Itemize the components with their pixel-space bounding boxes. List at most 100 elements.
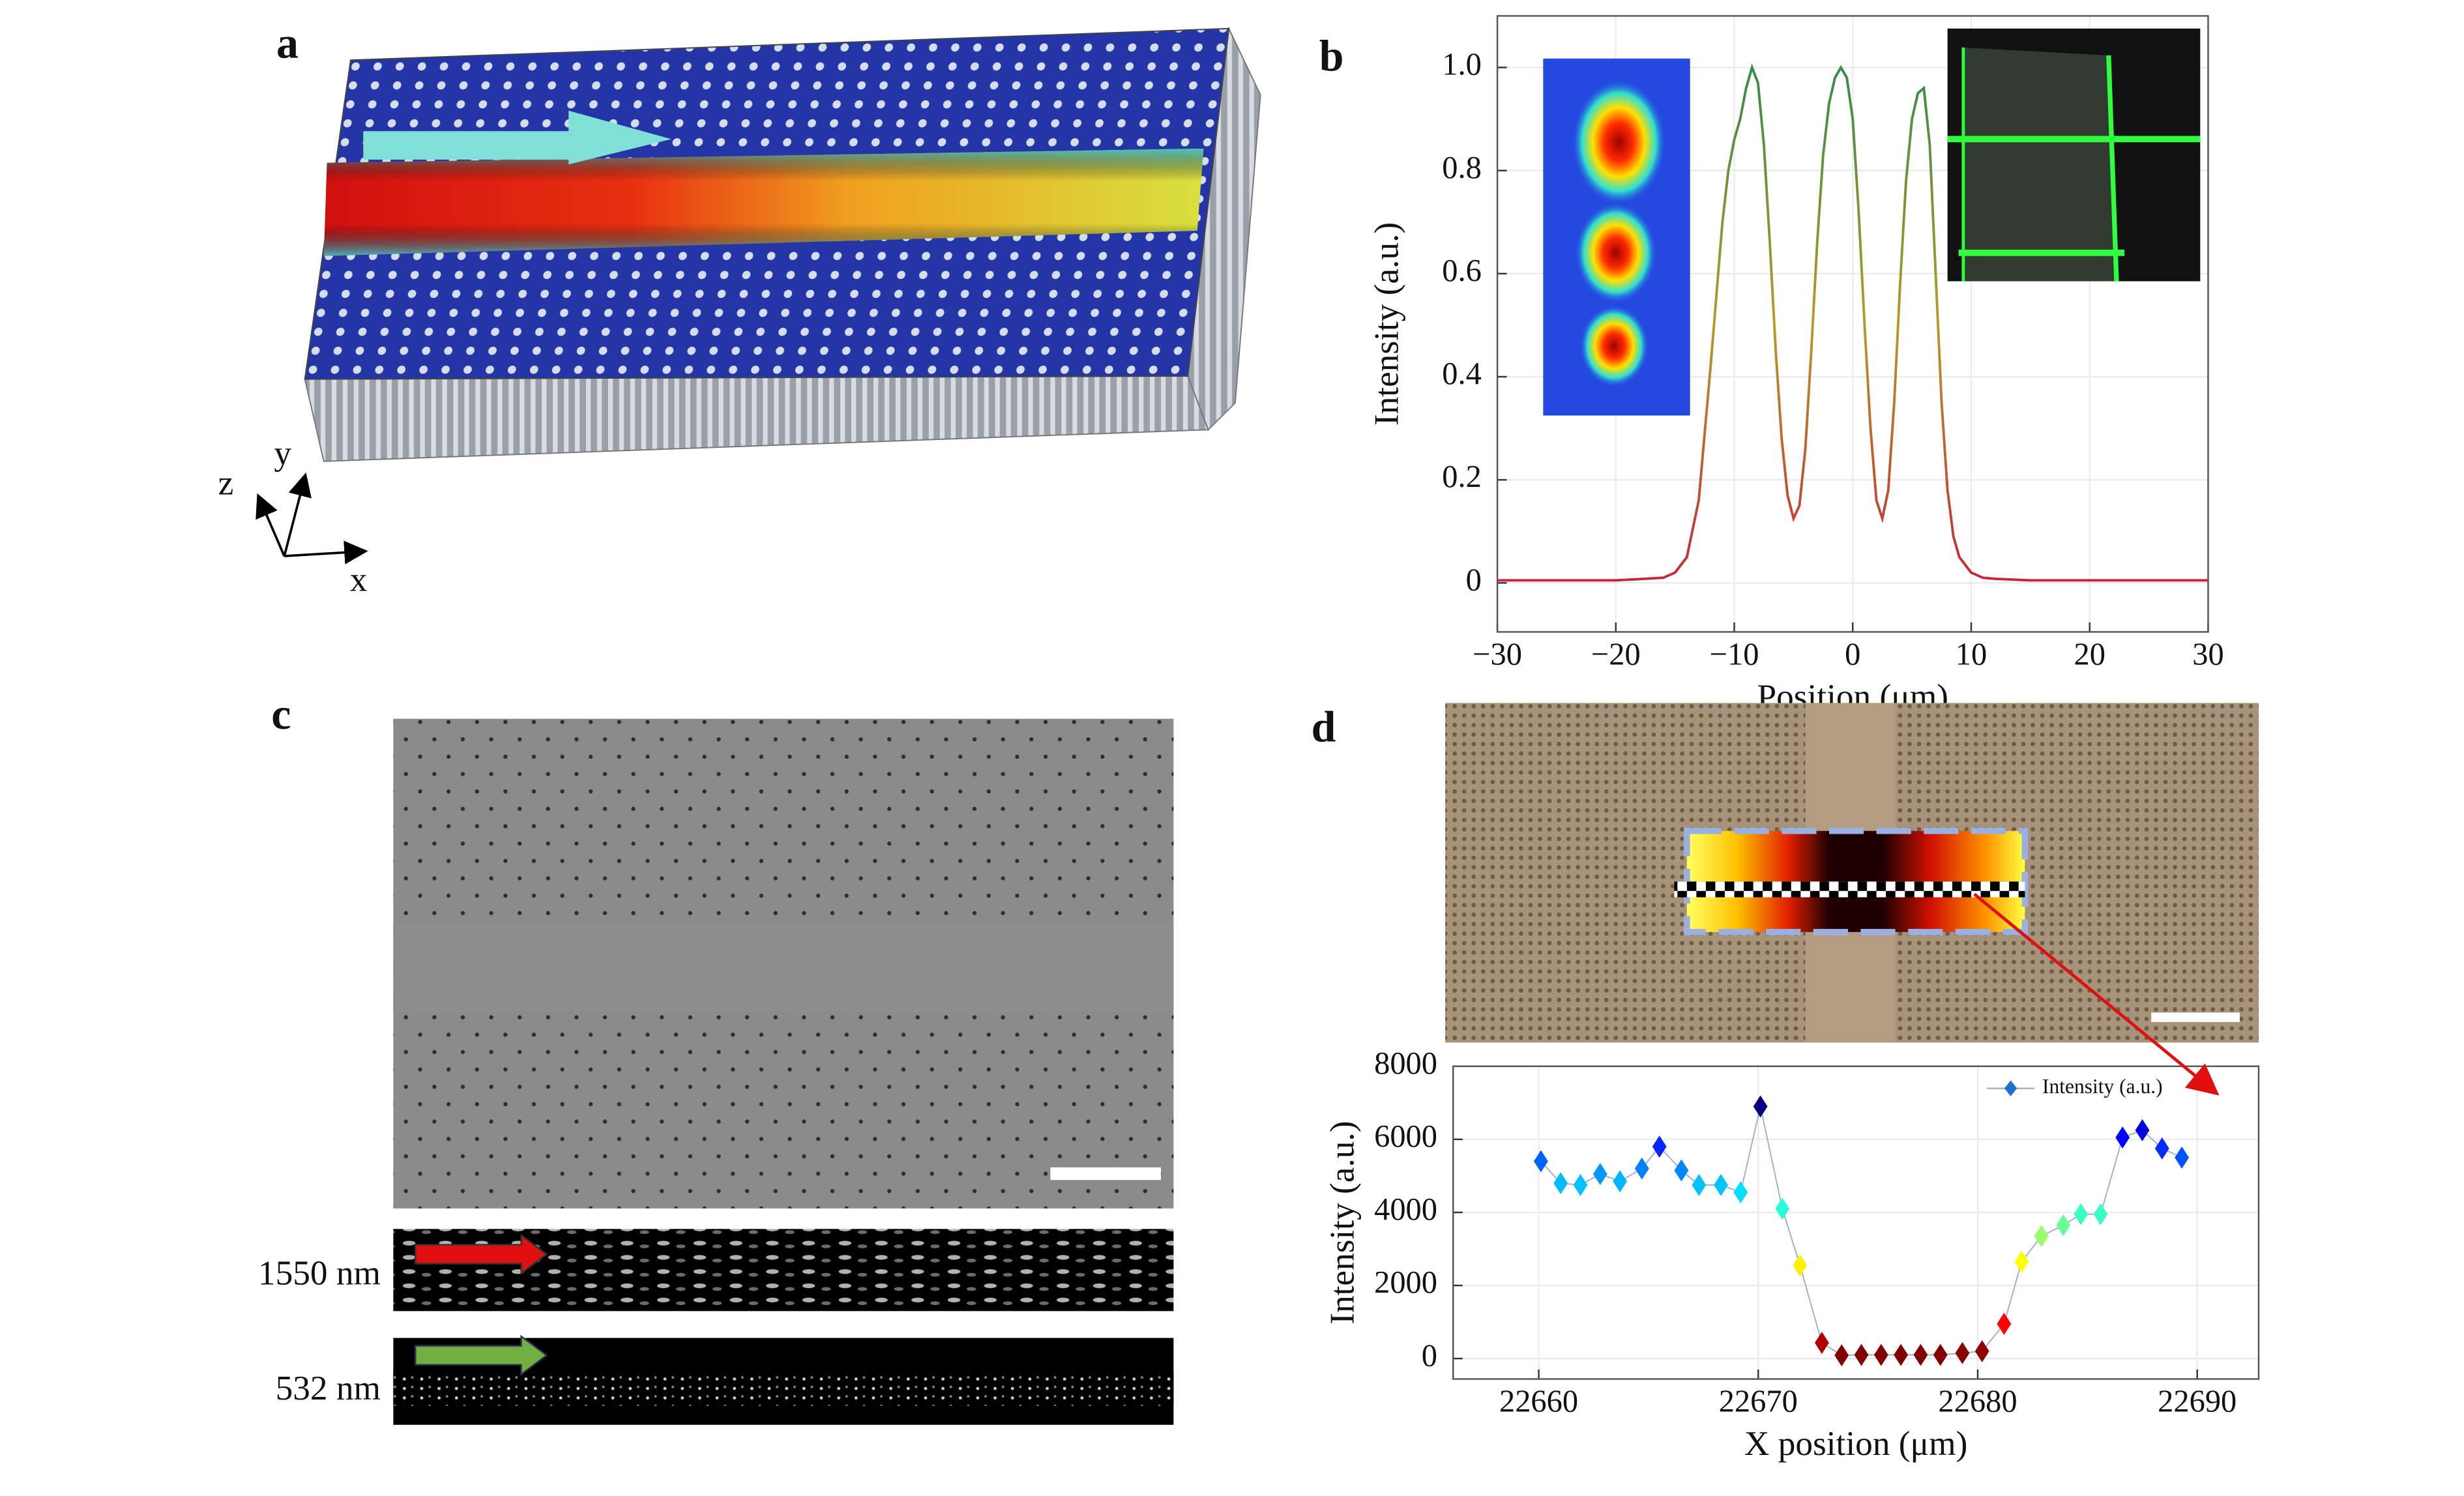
panel-a: x y z a [218,18,1261,599]
axis-z-arrow [256,493,286,557]
x-tick-label: 22690 [2158,1384,2237,1418]
panel-c: c 1550 nm 532 nm [258,690,1174,1425]
plot-frame [1496,15,2209,633]
data-point [1652,1136,1667,1158]
data-point [1674,1159,1689,1182]
intensity-line [1497,63,2208,582]
panel-b: b [1319,31,1344,80]
green-image-speckle [393,1371,1174,1406]
scale-bar [1050,1167,1161,1181]
data-point [2115,1126,2130,1149]
device-front-face [304,375,1210,462]
x-tick-label: 20 [2074,637,2105,671]
data-point [2034,1225,2049,1248]
green-arrow [415,1334,548,1376]
y-tick-label: 6000 [1374,1119,1437,1154]
y-tick-label: 0.8 [1442,151,1482,185]
x-tick-label: −30 [1473,637,1522,671]
x-tick-label: 22670 [1719,1384,1798,1418]
x-tick-label: 10 [1956,637,1987,671]
data-point [1592,1163,1607,1186]
ir-image-strip [393,1229,1174,1312]
photo-sample [1963,47,2117,282]
photo-green-line [2106,55,2119,282]
data-point [2135,1119,2150,1141]
data-point [1775,1197,1790,1220]
data-point [1997,1312,2012,1335]
data-point [2056,1214,2071,1237]
panel-label: d [1312,703,1336,752]
x-axis-label: X position (μm) [1744,1424,1967,1463]
series-line [1540,1106,2182,1357]
panel-label: b [1319,31,1344,80]
scale-bar [2151,1012,2240,1022]
data-point [1873,1343,1888,1366]
data-point [2175,1146,2190,1169]
panel-label: a [276,18,299,67]
mode-spot [1579,304,1649,387]
data-point [1733,1181,1748,1204]
mode-spot [1574,202,1657,304]
data-point [2014,1250,2029,1273]
data-point [1933,1343,1948,1366]
x-tick-label: 0 [1845,637,1860,671]
data-point [1553,1172,1568,1195]
scan-line [1674,881,2025,898]
y-tick-label: 8000 [1374,1046,1437,1081]
y-tick-label: 4000 [1374,1192,1437,1227]
y-tick-label: 1.0 [1442,48,1482,82]
axis-y-arrow [283,472,312,557]
y-tick-label: 2000 [1374,1265,1437,1300]
panel-d: d [1312,703,2259,1043]
propagation-arrow [363,110,671,165]
data-point [1974,1340,1989,1362]
y-tick-label: 0.6 [1442,254,1482,288]
legend-label: Intensity (a.u.) [2042,1075,2163,1098]
data-point [2093,1203,2108,1225]
y-tick-label: 0 [1466,563,1482,597]
y-tick-label: 0.4 [1442,357,1482,391]
x-tick-label: −20 [1591,637,1641,671]
legend-marker [2004,1080,2017,1096]
data-point [1692,1173,1707,1196]
data-point [2154,1137,2169,1160]
plot-frame [1452,1065,2260,1380]
x-tick-label: 30 [2192,637,2223,671]
wavelength-label: 532 nm [276,1369,381,1407]
y-tick-label: 0 [1422,1338,1437,1373]
x-tick-label: −10 [1710,637,1759,671]
y-axis-label: Intensity (a.u.) [1368,222,1406,426]
chart-d: 22660 22670 22680 22690 0 2000 4000 6000 8000 X p… [1323,1046,2260,1463]
data-point [1534,1150,1548,1173]
data-point [1955,1342,1970,1364]
data-point [1913,1343,1928,1366]
data-point [1634,1157,1649,1180]
data-point [1573,1173,1588,1196]
panel-b-insets [1543,28,2201,416]
wavelength-label: 1550 nm [258,1254,381,1292]
waveguide-field-edge [323,148,1204,256]
pointer-arrow [1973,892,2220,1096]
data-point [1834,1344,1849,1367]
axis-x-arrow [284,540,368,565]
data-point [1753,1095,1768,1118]
axis-label-y: y [274,434,291,473]
sem-waveguide-region [393,924,1174,1011]
data-point [1815,1332,1829,1354]
panel-label: c [271,690,291,739]
x-tick-label: 22680 [1938,1384,2017,1418]
mode-spot [1571,79,1667,206]
data-point [2074,1203,2089,1225]
data-point [1793,1254,1808,1277]
red-arrow [415,1233,548,1275]
x-tick-label: 22660 [1499,1384,1578,1418]
data-point [1854,1343,1869,1366]
data-point [1714,1173,1728,1196]
axis-label-x: x [350,561,368,599]
data-point [1894,1343,1909,1366]
y-tick-label: 0.2 [1442,460,1482,494]
axis-label-z: z [218,464,234,503]
y-axis-label: Intensity (a.u.) [1323,1121,1362,1324]
